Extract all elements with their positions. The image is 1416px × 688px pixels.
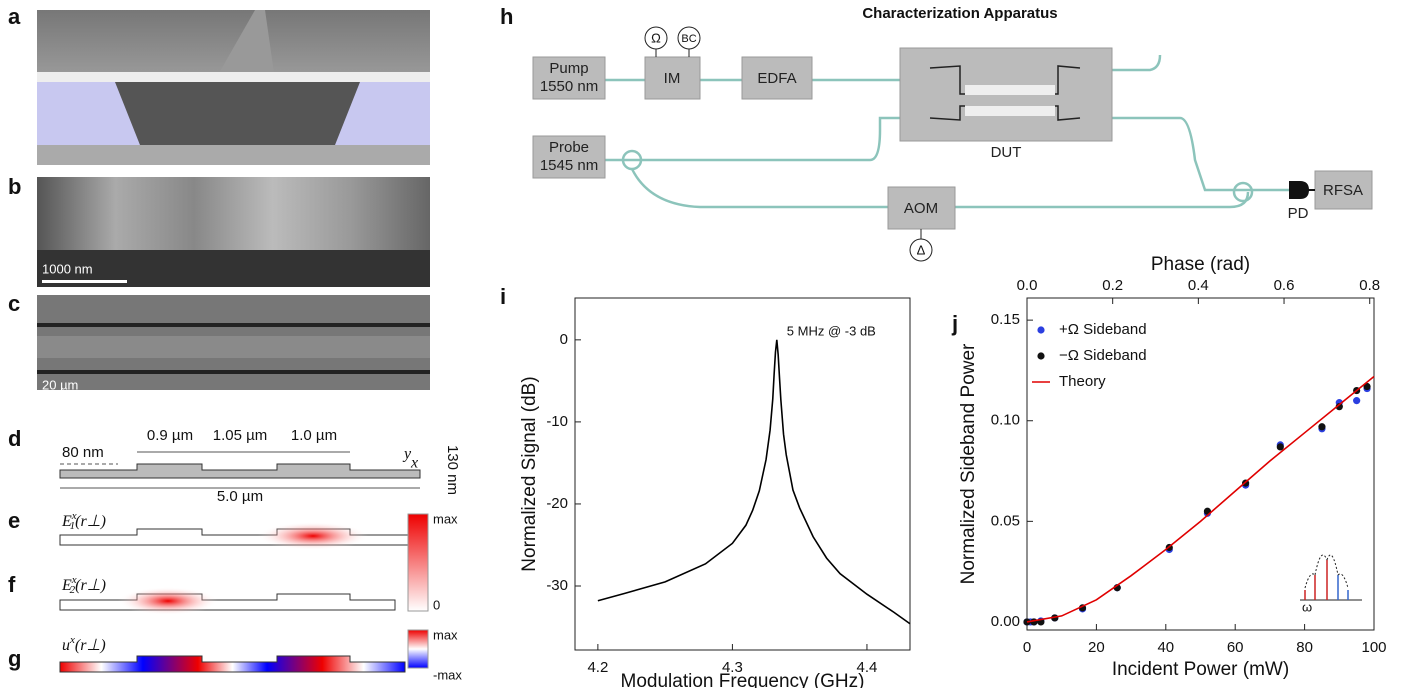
plot-frame <box>1026 297 1375 631</box>
x-axis-label: Modulation Frequency (GHz) <box>621 671 865 688</box>
dimension: 130 nm <box>444 445 461 495</box>
legend-swatch <box>1037 326 1045 334</box>
panel-f: Ex 2(r⊥) <box>59 574 396 615</box>
x-tick-label: 60 <box>1227 639 1244 656</box>
panel-h: Characterization Apparatus Pump 1550 nm … <box>532 5 1373 262</box>
y-tick-label: -20 <box>546 495 568 512</box>
y-tick-label: -30 <box>546 577 568 594</box>
mode-label: Ex 1(r⊥) <box>61 510 106 532</box>
panel-b: 1000 nm <box>37 177 430 287</box>
x-tick-label: 0 <box>1023 639 1031 656</box>
dimension: 1.0 µm <box>291 427 337 444</box>
data-point <box>1363 382 1371 391</box>
panel-e: Ex 1(r⊥) max 0 <box>59 510 458 612</box>
dimension: 1.05 µm <box>213 427 268 444</box>
plot-frame <box>574 297 911 651</box>
box-label: RFSA <box>1323 182 1363 199</box>
box-label: 1550 nm <box>540 78 598 95</box>
colorbar-label: max <box>433 627 458 642</box>
panel-label: e <box>8 508 20 533</box>
axis-x: x <box>410 455 418 472</box>
scale-label: 20 µm <box>42 377 78 392</box>
box-label: AOM <box>904 200 938 217</box>
colorbar-label: -max <box>433 667 462 682</box>
y-tick-label: 0.00 <box>991 613 1020 630</box>
panel-d: 0.9 µm 1.05 µm 1.0 µm 80 nm 5.0 µm 130 n… <box>59 427 461 505</box>
data-point <box>1318 423 1326 431</box>
x2-tick-label: 0.8 <box>1359 277 1380 294</box>
box-label: PD <box>1288 205 1309 222</box>
panel-label: b <box>8 174 21 199</box>
panel-label: d <box>8 426 21 451</box>
panel-label: g <box>8 646 21 671</box>
x-tick-label: 100 <box>1361 639 1386 656</box>
panel-label: a <box>8 4 21 29</box>
box-label: Δ <box>917 242 926 257</box>
x-tick-label: 80 <box>1296 639 1313 656</box>
panel-labels: a b c d e f g h i j <box>8 4 958 671</box>
x-axis-label: Incident Power (mW) <box>1112 659 1289 680</box>
scale-label: 1000 nm <box>42 261 93 276</box>
x-tick-label: 4.2 <box>587 659 608 676</box>
panel-label: f <box>8 572 16 597</box>
box-label: EDFA <box>757 70 796 87</box>
diagram-title: Characterization Apparatus <box>862 5 1057 22</box>
panel-label: i <box>500 284 506 309</box>
box-label: Pump <box>549 60 588 77</box>
x2-axis-label: Phase (rad) <box>1151 254 1250 275</box>
dimension: 0.9 µm <box>147 427 193 444</box>
inset-label: ω <box>1302 599 1312 614</box>
data-line <box>1026 375 1375 623</box>
legend-label: Theory <box>1059 373 1106 390</box>
data-point <box>1353 397 1361 405</box>
x2-tick-label: 0.6 <box>1274 277 1295 294</box>
annotation: 5 MHz @ -3 dB <box>787 323 876 338</box>
panel-a <box>37 10 430 165</box>
box-label: DUT <box>991 144 1022 161</box>
colorbar-label: max <box>433 511 458 526</box>
panel-label: j <box>951 311 958 336</box>
panel-g: ux(r⊥) max -max <box>59 627 462 682</box>
x2-tick-label: 0.4 <box>1188 277 1209 294</box>
mode-label: ux(r⊥) <box>62 634 106 654</box>
x-tick-label: 20 <box>1088 639 1105 656</box>
y-axis-label: Normalized Signal (dB) <box>519 376 540 571</box>
dimension: 80 nm <box>62 444 104 461</box>
legend-label: +Ω Sideband <box>1059 321 1147 338</box>
data-point <box>1276 443 1284 451</box>
y-tick-label: 0.05 <box>991 512 1020 529</box>
y-tick-label: 0 <box>560 331 568 348</box>
x-tick-label: 4.4 <box>857 659 878 676</box>
y-tick-label: -10 <box>546 413 568 430</box>
mode-label: Ex 2(r⊥) <box>61 574 106 596</box>
legend-swatch <box>1037 352 1045 360</box>
x2-tick-label: 0.2 <box>1102 277 1123 294</box>
panel-label: h <box>500 4 513 29</box>
axis-y: y <box>402 446 412 463</box>
box-label: 1545 nm <box>540 157 598 174</box>
x-tick-label: 40 <box>1157 639 1174 656</box>
y-tick-label: 0.10 <box>991 412 1020 429</box>
x2-tick-label: 0.0 <box>1017 277 1038 294</box>
dimension: 5.0 µm <box>217 488 263 505</box>
box-label: Ω <box>651 30 661 45</box>
y-tick-label: 0.15 <box>991 311 1020 328</box>
box-label: IM <box>664 70 681 87</box>
box-label: Probe <box>549 139 589 156</box>
data-line <box>597 339 911 625</box>
panel-label: c <box>8 291 20 316</box>
box-label: BC <box>681 33 696 45</box>
panel-c: 20 µm <box>37 295 430 400</box>
colorbar-label: 0 <box>433 597 440 612</box>
y-axis-label: Normalized Sideband Power <box>958 343 979 584</box>
data-point <box>1335 403 1343 411</box>
legend-label: −Ω Sideband <box>1059 347 1147 364</box>
x-tick-label: 4.3 <box>722 659 743 676</box>
inset-arc <box>1304 554 1349 589</box>
